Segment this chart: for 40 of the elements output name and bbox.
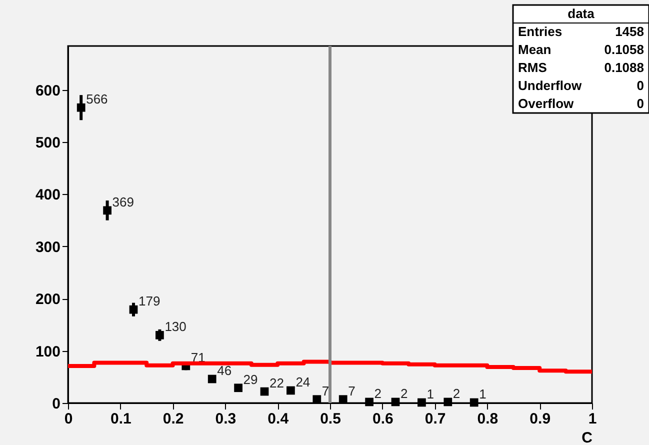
data-label: 22 bbox=[270, 376, 284, 391]
text: RMS 0.1088 bbox=[518, 60, 644, 75]
x-tick-label: 1 bbox=[588, 410, 597, 428]
x-tick-label: 0.3 bbox=[215, 410, 236, 428]
x-tick-label: 0.5 bbox=[320, 410, 341, 428]
y-tick-label: 0 bbox=[52, 396, 60, 412]
x-tick-label: 0.6 bbox=[372, 410, 394, 428]
data-label: 2 bbox=[374, 386, 382, 401]
data-label: 46 bbox=[217, 362, 232, 378]
x-tick-label: 0.1 bbox=[110, 410, 132, 428]
text: data bbox=[568, 6, 596, 21]
text: Entries 1458 bbox=[518, 24, 644, 39]
data-label: 24 bbox=[296, 374, 310, 390]
data-label: 130 bbox=[164, 319, 186, 334]
data-label: 369 bbox=[112, 194, 134, 210]
data-label: 29 bbox=[243, 372, 258, 387]
text: Overflow 0 bbox=[518, 96, 644, 111]
x-tick-label: 0.4 bbox=[268, 410, 290, 428]
y-tick-label: 600 bbox=[35, 82, 60, 100]
data-label: 566 bbox=[86, 92, 108, 107]
data-label: 7 bbox=[322, 383, 330, 398]
y-tick-label: 300 bbox=[35, 238, 60, 256]
x-tick-label: 0.7 bbox=[424, 410, 446, 428]
data-label: 2 bbox=[452, 386, 460, 401]
x-tick-label: 0 bbox=[64, 410, 73, 428]
y-tick-label: 500 bbox=[35, 134, 60, 152]
x-tick-label: 0.2 bbox=[162, 410, 184, 428]
x-axis-title: C bbox=[582, 430, 593, 445]
x-tick-label: 0.8 bbox=[477, 410, 498, 428]
y-tick-label: 100 bbox=[35, 343, 60, 360]
text: Mean 0.1058 bbox=[518, 42, 644, 57]
data-label: 7 bbox=[348, 383, 356, 398]
data-label: 1 bbox=[426, 386, 434, 402]
text: Underflow 0 bbox=[518, 78, 644, 93]
data-label: 2 bbox=[400, 386, 408, 401]
data-label: 179 bbox=[138, 294, 160, 309]
x-tick-label: 0.9 bbox=[530, 410, 551, 428]
y-tick-label: 200 bbox=[35, 291, 60, 308]
y-tick-label: 400 bbox=[35, 186, 60, 204]
data-label: 1 bbox=[479, 386, 486, 402]
